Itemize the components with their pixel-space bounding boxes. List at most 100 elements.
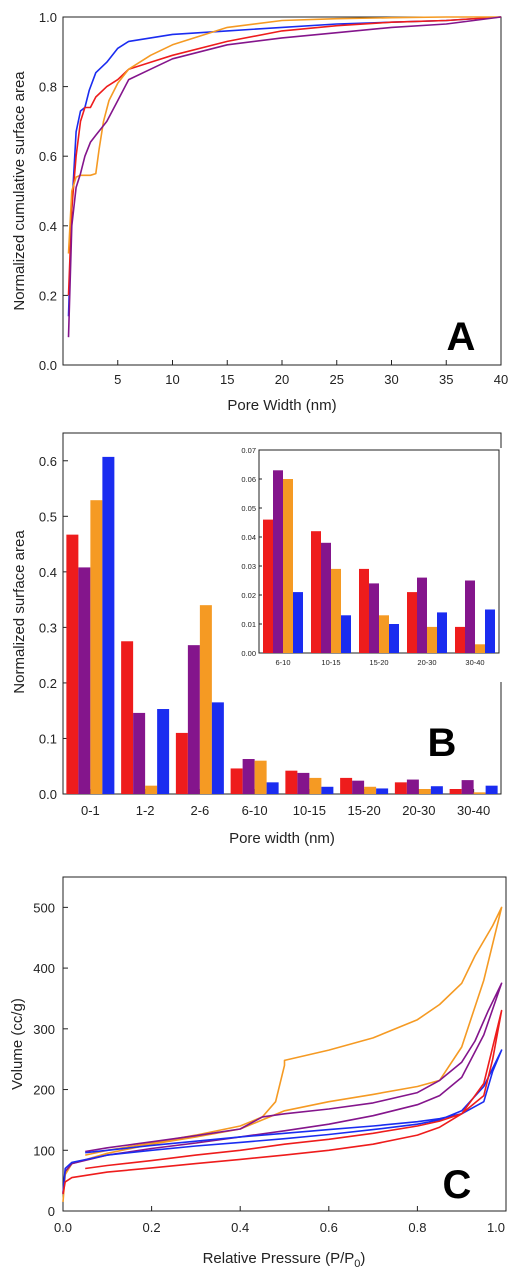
panel-b-bar-blue — [102, 456, 115, 794]
panel-c-curves — [62, 906, 503, 1202]
inset-xtick-label: 30-40 — [465, 658, 484, 667]
panel-b-ytick-label: 0.4 — [39, 565, 57, 580]
inset-bar-blue — [341, 615, 351, 653]
panel-b-ytick-label: 0.5 — [39, 509, 57, 524]
inset-bar-red — [311, 531, 321, 653]
panel-c-isotherm-orange — [62, 906, 503, 1202]
inset-bar-blue — [485, 609, 495, 653]
panel-c-chart: 0.0 0.2 0.4 0.6 0.8 1.0 0 100 200 300 400 500 Relat… — [9, 876, 507, 1270]
panel-b-bar-purple — [133, 712, 146, 794]
panel-c-isotherm-purple — [62, 982, 503, 1193]
panel-c-ytick-label: 200 — [33, 1083, 55, 1098]
panel-c-isotherm-red — [62, 1009, 503, 1195]
inset-bar-purple — [465, 580, 475, 653]
panel-c-ylabel: Volume (cc/g) — [9, 998, 26, 1090]
panel-a-ytick-label: 0.4 — [39, 219, 57, 234]
panel-b-bars — [66, 456, 498, 794]
panel-c-xtick-label: 0.2 — [143, 1220, 161, 1235]
inset-bar-red — [455, 626, 465, 653]
panel-b-bar-blue — [430, 786, 443, 794]
inset-bar-blue — [437, 612, 447, 653]
inset-bar-orange — [379, 615, 389, 653]
inset-ytick-label: 0.02 — [241, 591, 256, 600]
panel-c-xlabel-sub: 0 — [354, 1258, 360, 1270]
panel-b-bar-orange — [90, 500, 103, 794]
panel-b-bar-purple — [297, 772, 310, 794]
panel-b-bar-blue — [157, 709, 170, 794]
panel-b-bar-purple — [187, 645, 200, 794]
panel-b-bar-purple — [78, 567, 91, 794]
panel-a-ytick-label: 0.0 — [39, 358, 57, 373]
panel-c-ytick-label: 300 — [33, 1022, 55, 1037]
panel-c-frame — [62, 876, 507, 1212]
panel-c-xtick-label: 0.0 — [54, 1220, 72, 1235]
inset-bars — [263, 470, 495, 653]
panel-c-ticks: 0.0 0.2 0.4 0.6 0.8 1.0 0 100 200 300 400 500 — [33, 900, 507, 1235]
panel-b-bar-red — [175, 732, 188, 794]
panel-b-bar-blue — [376, 788, 389, 794]
panel-b-xtick-label: 15-20 — [348, 803, 381, 818]
panel-b-xlabel: Pore width (nm) — [229, 830, 335, 847]
inset-bar-purple — [369, 583, 379, 653]
panel-b-xtick-label: 30-40 — [457, 803, 490, 818]
panel-b-bar-blue — [321, 786, 334, 794]
panel-c-ytick-label: 400 — [33, 961, 55, 976]
panel-b-bar-orange — [145, 785, 158, 794]
panel-a-xtick-label: 25 — [330, 372, 344, 387]
panel-b-bar-purple — [242, 759, 255, 794]
panel-b-ytick-label: 0.6 — [39, 454, 57, 469]
panel-c-ytick-label: 100 — [33, 1143, 55, 1158]
inset-ytick-label: 0.07 — [241, 446, 256, 455]
inset-bar-purple — [417, 577, 427, 653]
inset-bar-orange — [283, 479, 293, 653]
inset-xtick-label: 10-15 — [321, 658, 340, 667]
panel-b-bar-red — [230, 768, 243, 794]
panel-a-curve-blue — [67, 16, 502, 317]
panel-b-xtick-label: 6-10 — [242, 803, 268, 818]
inset-bar-purple — [321, 542, 331, 653]
panel-a-ylabel: Normalized cumulative surface area — [11, 71, 28, 311]
panel-b-bar-orange — [199, 605, 212, 794]
panel-b-chart: 0.0 0.1 0.2 0.3 0.4 0.5 0.6 0-1 1-2 2-6 6-10 10-15 1… — [11, 432, 505, 847]
panel-b-xtick-label: 20-30 — [402, 803, 435, 818]
panel-a-xtick-label: 5 — [114, 372, 121, 387]
panel-a-xtick-label: 15 — [220, 372, 234, 387]
panel-c-xtick-label: 0.4 — [231, 1220, 249, 1235]
panel-b-bar-blue — [485, 785, 498, 794]
panel-c-xlabel-end: ) — [360, 1250, 365, 1267]
panel-b-bar-red — [121, 641, 134, 794]
inset-bar-blue — [293, 592, 303, 653]
panel-b-ylabel: Normalized surface area — [11, 530, 28, 694]
panel-b-bar-blue — [211, 702, 224, 794]
panel-a-xtick-label: 10 — [165, 372, 179, 387]
panel-b-bar-orange — [473, 792, 486, 794]
panel-b-bar-purple — [461, 780, 474, 794]
inset-ytick-label: 0.04 — [241, 533, 256, 542]
inset-xtick-label: 20-30 — [417, 658, 436, 667]
inset-ytick-label: 0.03 — [241, 562, 256, 571]
panel-a-curve-orange — [67, 16, 501, 254]
panel-a-ytick-label: 0.2 — [39, 288, 57, 303]
inset-bar-purple — [273, 470, 283, 653]
inset-bar-orange — [475, 644, 485, 653]
panel-b-bar-red — [340, 777, 353, 794]
panel-a-curves — [67, 16, 502, 338]
inset-ytick-label: 0.05 — [241, 504, 256, 513]
panel-b-letter: B — [428, 721, 457, 765]
panel-b-ytick-label: 0.2 — [39, 676, 57, 691]
panel-b-ytick-label: 0.3 — [39, 620, 57, 635]
panel-b-bar-red — [285, 770, 298, 794]
panel-a-xtick-label: 20 — [275, 372, 289, 387]
panel-a-xtick-label: 30 — [384, 372, 398, 387]
panel-b-bar-orange — [254, 760, 267, 794]
panel-b-bar-red — [66, 534, 79, 794]
panel-b-bar-red — [449, 789, 462, 794]
panel-c-isotherm-blue — [62, 1049, 503, 1195]
panel-c-xtick-label: 0.8 — [408, 1220, 426, 1235]
panel-a-curve-purple — [67, 16, 502, 338]
panel-c-ytick-label: 500 — [33, 900, 55, 915]
inset-bar-red — [407, 592, 417, 653]
inset-ticks: 0.00 0.01 0.02 0.03 0.04 0.05 0.06 0.07 6-10 10-1… — [241, 446, 484, 667]
panel-b-bar-orange — [309, 777, 322, 794]
